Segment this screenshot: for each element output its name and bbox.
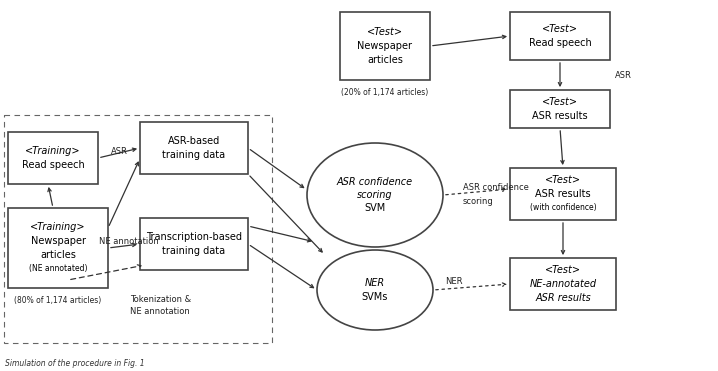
Bar [510,168,616,220]
Text: Newspaper: Newspaper [30,236,85,246]
Text: ASR-based: ASR-based [168,136,220,146]
Bar [140,122,248,174]
Text: training data: training data [162,150,225,160]
Bar [510,90,610,128]
Text: (80% of 1,174 articles): (80% of 1,174 articles) [14,295,102,305]
Text: NE-annotated: NE-annotated [529,279,597,289]
Text: Tokenization &: Tokenization & [130,295,191,305]
Text: Read speech: Read speech [528,38,592,48]
Bar [140,218,248,270]
Text: <Test>: <Test> [545,265,581,275]
Text: articles: articles [367,55,403,65]
Text: (with confidence): (with confidence) [530,203,597,212]
Text: NER: NER [445,278,462,286]
Text: NE annotation: NE annotation [130,308,190,316]
Text: ASR: ASR [615,70,632,79]
Text: <Test>: <Test> [542,97,578,107]
Text: Transcription-based: Transcription-based [146,232,242,242]
Text: scoring: scoring [463,197,494,206]
Text: SVM: SVM [364,203,386,213]
Bar [340,12,430,80]
Bar [4,115,272,343]
Text: <Training>: <Training> [30,222,85,232]
Text: NER: NER [365,279,385,289]
Text: ASR results: ASR results [535,293,591,303]
Text: <Test>: <Test> [542,24,578,34]
Text: ASR confidence: ASR confidence [337,177,413,187]
Text: <Test>: <Test> [545,175,581,186]
Text: Simulation of the procedure in Fig. 1: Simulation of the procedure in Fig. 1 [5,358,144,368]
Bar [510,258,616,310]
Ellipse shape [307,143,443,247]
Text: SVMs: SVMs [362,292,388,302]
Text: <Test>: <Test> [367,27,403,37]
Text: ASR results: ASR results [532,111,588,121]
Text: Read speech: Read speech [22,160,85,170]
Text: ASR: ASR [111,148,127,157]
Bar [8,132,98,184]
Ellipse shape [317,250,433,330]
Text: (20% of 1,174 articles): (20% of 1,174 articles) [341,88,429,96]
Text: ASR results: ASR results [535,189,591,199]
Bar [8,208,108,288]
Text: (NE annotated): (NE annotated) [29,265,88,273]
Text: ASR confidence: ASR confidence [463,183,529,191]
Text: articles: articles [40,250,76,260]
Text: NE annotation: NE annotation [99,237,159,246]
Text: Newspaper: Newspaper [358,41,413,51]
Text: scoring: scoring [357,190,393,200]
Bar [510,12,610,60]
Text: <Training>: <Training> [25,146,80,156]
Text: training data: training data [162,246,225,256]
